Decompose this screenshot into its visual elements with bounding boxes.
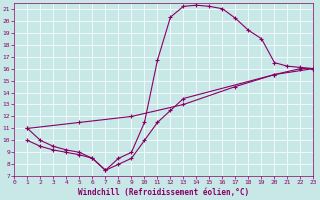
X-axis label: Windchill (Refroidissement éolien,°C): Windchill (Refroidissement éolien,°C) xyxy=(78,188,250,197)
